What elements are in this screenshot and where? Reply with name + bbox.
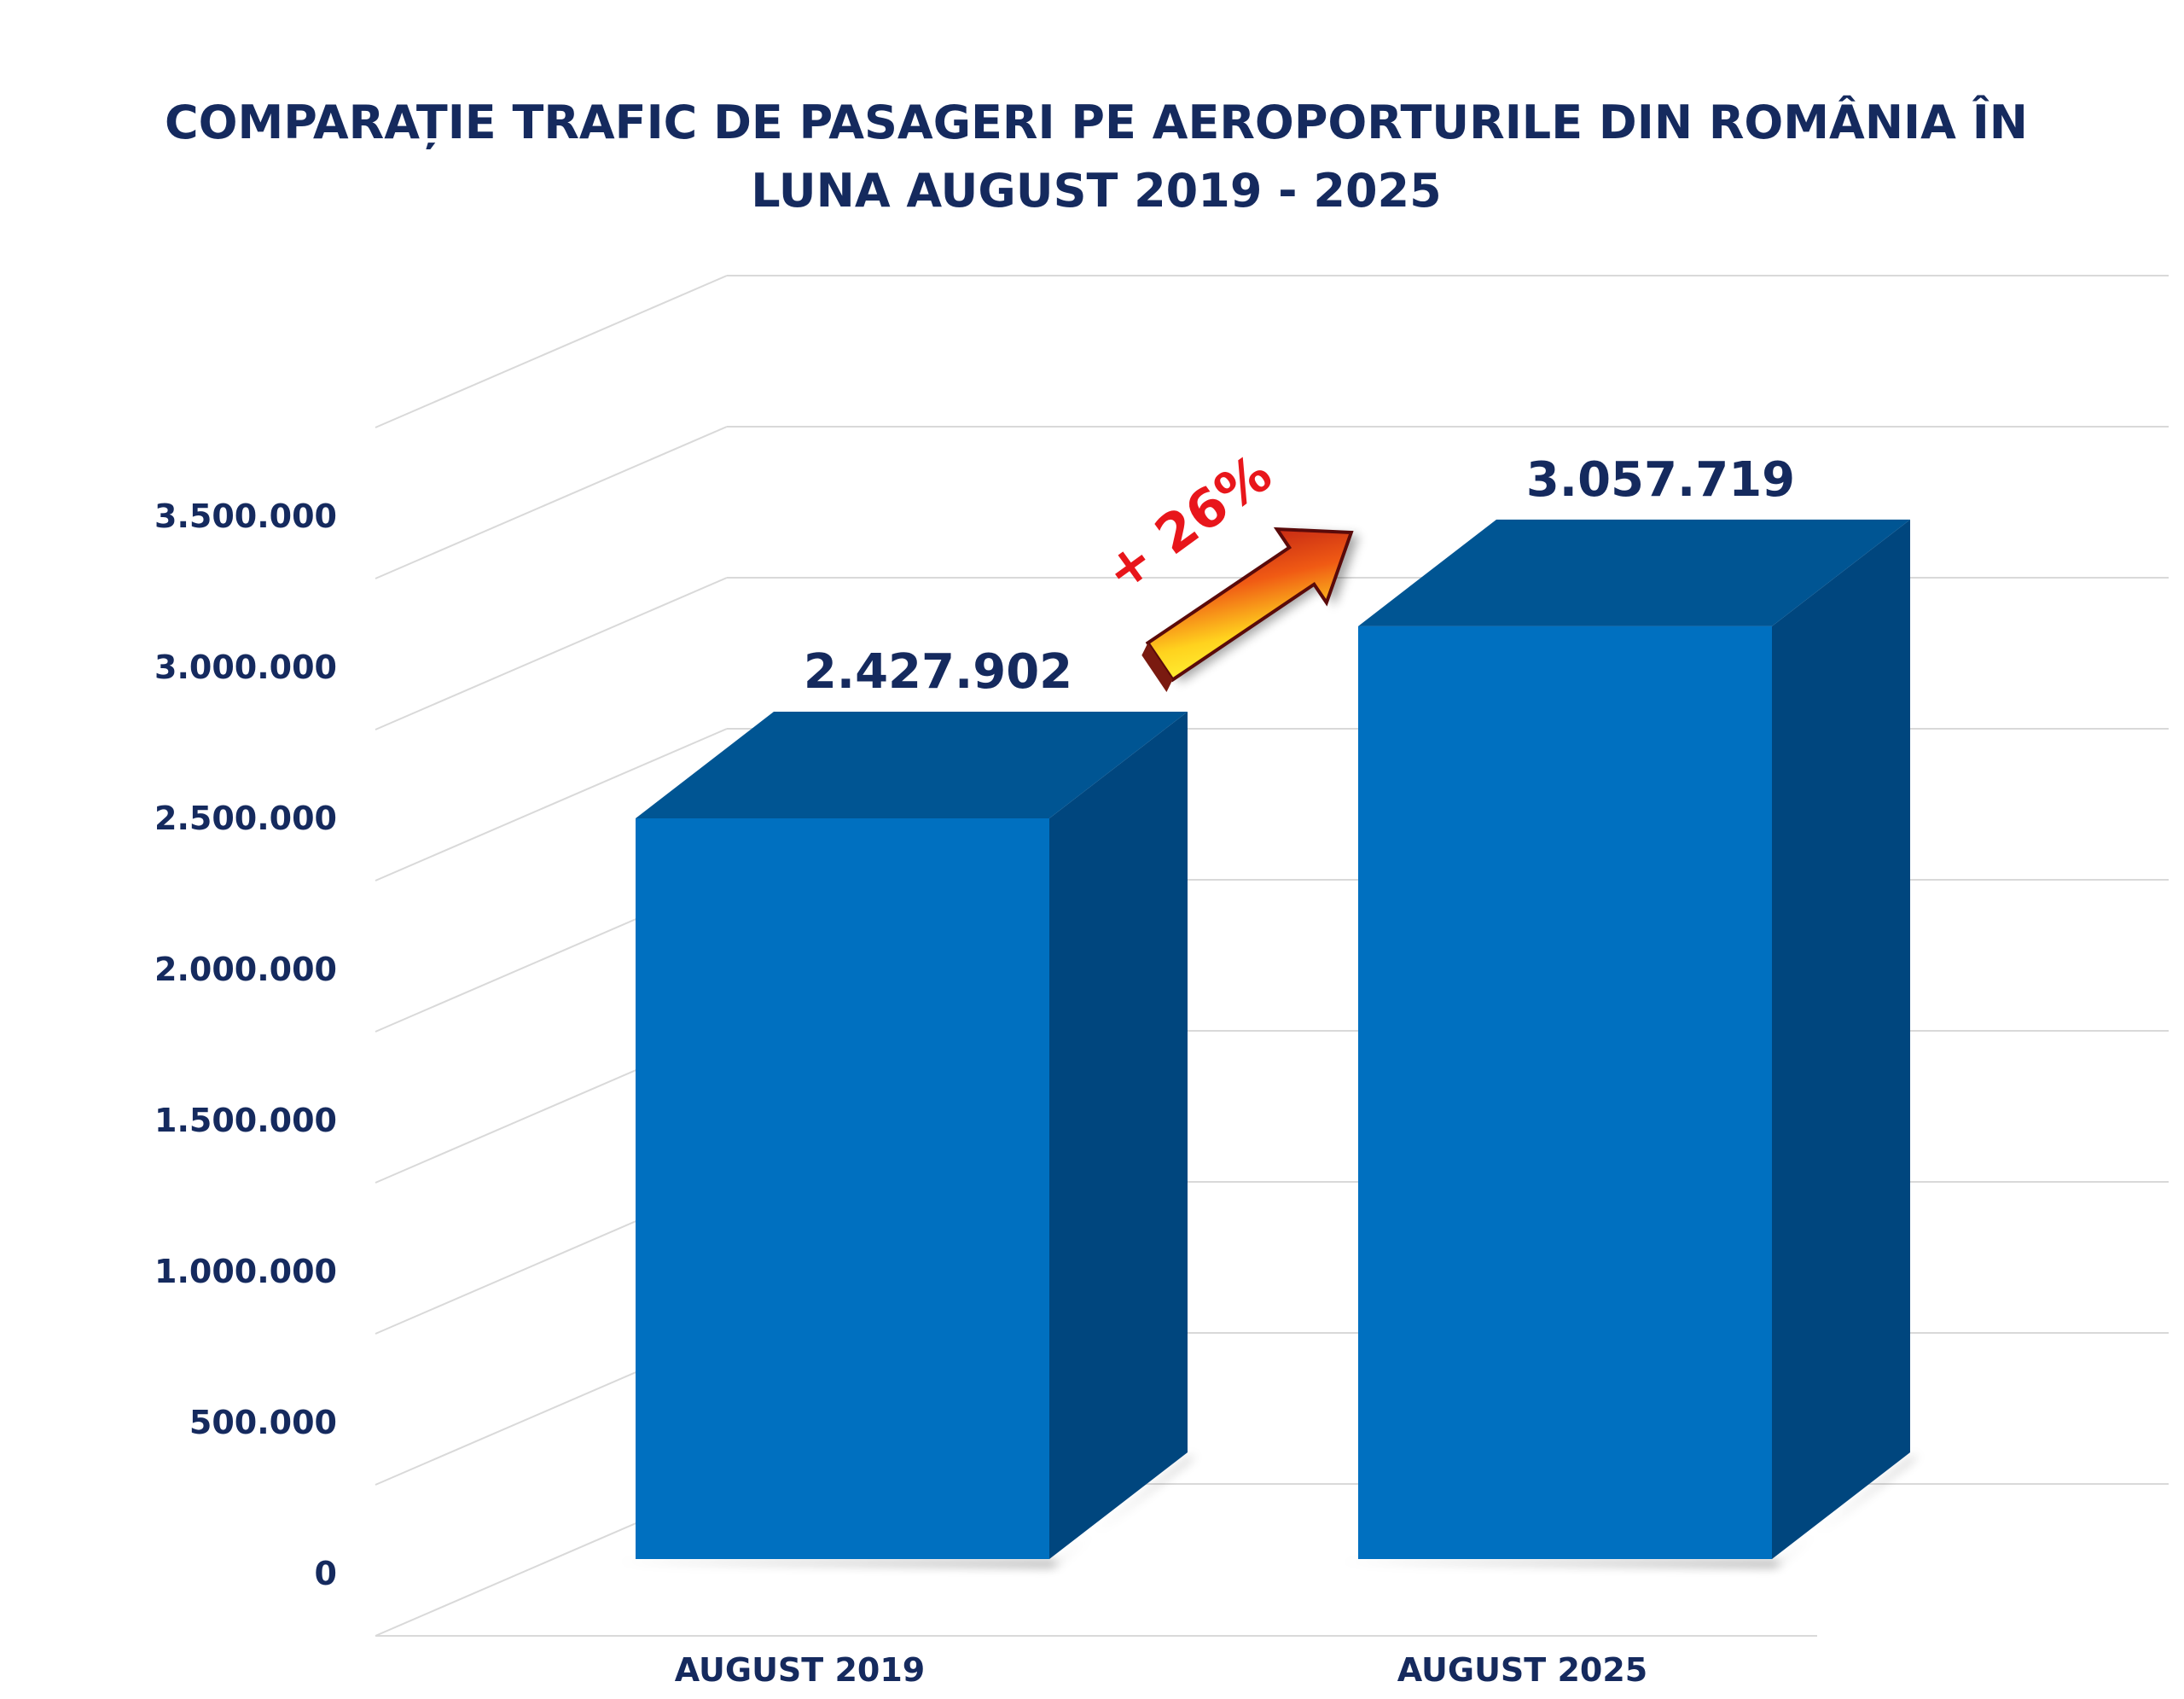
category-label: AUGUST 2019 <box>675 1651 925 1689</box>
chart-title-line-2: LUNA AUGUST 2019 - 2025 <box>751 164 1441 218</box>
gridline-side <box>375 728 728 882</box>
y-tick-label: 0 <box>315 1555 337 1592</box>
bar <box>614 712 1196 1566</box>
category-label: AUGUST 2025 <box>1397 1651 1647 1689</box>
y-tick-label: 500.000 <box>189 1404 337 1441</box>
data-label: 2.427.902 <box>804 644 1072 700</box>
gridline-side <box>375 577 728 730</box>
category-labels: AUGUST 2019 AUGUST 2025 <box>675 1651 1647 1689</box>
growth-arrow-icon <box>1141 527 1360 693</box>
y-tick-label: 3.000.000 <box>154 649 337 686</box>
chart-title-line-1: COMPARAȚIE TRAFIC DE PASAGERI PE AEROPOR… <box>165 96 2028 149</box>
y-tick-label: 1.500.000 <box>154 1102 337 1139</box>
bars <box>614 519 1919 1566</box>
gridline-side <box>375 275 728 428</box>
y-tick-label: 2.500.000 <box>154 800 337 837</box>
data-label: 3.057.719 <box>1526 452 1795 508</box>
gridline-side <box>375 426 728 579</box>
y-tick-label: 1.000.000 <box>154 1253 337 1290</box>
y-axis-tick-labels: 0 500.000 1.000.000 1.500.000 2.000.000 2.500… <box>154 497 337 1592</box>
chart-title: COMPARAȚIE TRAFIC DE PASAGERI PE AEROPOR… <box>165 96 2028 218</box>
data-labels: 2.427.902 3.057.719 <box>804 452 1795 700</box>
y-tick-label: 3.500.000 <box>154 497 337 535</box>
y-tick-label: 2.000.000 <box>154 951 337 988</box>
bar <box>1337 519 1919 1566</box>
